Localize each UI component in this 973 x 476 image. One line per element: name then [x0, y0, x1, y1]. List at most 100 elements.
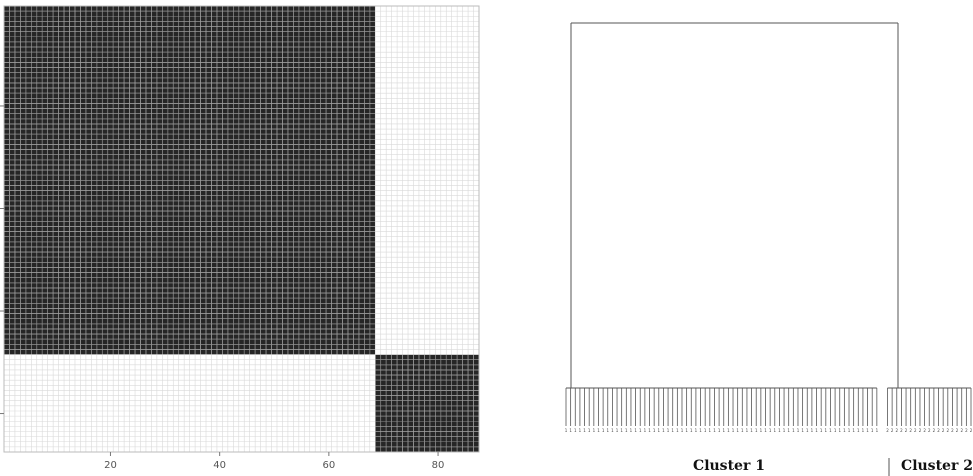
dendrogram-leaf-label: 1	[583, 428, 586, 433]
dendrogram-leaf-label: 1	[811, 428, 814, 433]
dendrogram-leaf-label: 1	[593, 428, 596, 433]
dendrogram-leaf-label: 1	[871, 428, 874, 433]
dendrogram-leaf-label: 1	[843, 428, 846, 433]
dendrogram-leaf-label: 1	[778, 428, 781, 433]
dendrogram-leaf-label: 1	[653, 428, 656, 433]
dendrogram-leaf-label: 1	[806, 428, 809, 433]
dendrogram-leaf-label: 1	[704, 428, 707, 433]
dendrogram-leaf-label: 2	[891, 428, 894, 433]
dendrogram-leaf-label: 1	[574, 428, 577, 433]
heatmap-grid	[4, 6, 479, 452]
dendrogram-leaf-label: 1	[769, 428, 772, 433]
dendrogram-leaf-label: 1	[741, 428, 744, 433]
dendrogram-leaf-label: 1	[820, 428, 823, 433]
dendrogram-leaf-label: 1	[588, 428, 591, 433]
dendrogram-leaf-label: 1	[648, 428, 651, 433]
dendrogram-leaf-label: 1	[639, 428, 642, 433]
dendrogram-leaf-label: 1	[634, 428, 637, 433]
dendrogram-leaf-label: 2	[900, 428, 903, 433]
dendrogram-leaf-label: 1	[699, 428, 702, 433]
dendrogram-leaf-label: 2	[905, 428, 908, 433]
dendrogram-leaf-label: 1	[797, 428, 800, 433]
dendrogram-leaf-label: 2	[960, 428, 963, 433]
dendrogram-leaf-label: 1	[685, 428, 688, 433]
dendrogram-leaf-label: 1	[616, 428, 619, 433]
dendrogram-leaf-label: 2	[895, 428, 898, 433]
dendrogram-leaf-label: 1	[709, 428, 712, 433]
dendrogram-leaf-label: 2	[937, 428, 940, 433]
dendrogram-leaf-label: 2	[886, 428, 889, 433]
dendrogram-leaf-label: 1	[620, 428, 623, 433]
dendrogram-leaf-label: 1	[746, 428, 749, 433]
x-tick-label: 80	[432, 460, 445, 471]
dendrogram-leaf-label: 2	[965, 428, 968, 433]
dendrogram-leaf-label: 1	[876, 428, 879, 433]
dendrogram-leaf-label: 1	[774, 428, 777, 433]
dendrogram-leaf-label: 1	[852, 428, 855, 433]
dendrogram-leaf-label: 1	[579, 428, 582, 433]
dendrogram-leaf-label: 1	[838, 428, 841, 433]
dendrogram-leaf-label: 2	[909, 428, 912, 433]
dendrogram-leaf-label: 1	[625, 428, 628, 433]
dendrogram-leaf-label: 1	[630, 428, 633, 433]
dendrogram-leaf-label: 2	[947, 428, 950, 433]
dendrogram-leaf-label: 1	[764, 428, 767, 433]
dendrogram-leaf-label: 1	[671, 428, 674, 433]
dendrogram-leaf-label: 1	[569, 428, 572, 433]
dendrogram-leaf-label: 1	[825, 428, 828, 433]
dendrogram-leaf-label: 1	[783, 428, 786, 433]
dendrogram-leaf-label: 1	[606, 428, 609, 433]
dendrogram-leaf-label: 2	[970, 428, 973, 433]
dendrogram-leaf-label: 1	[690, 428, 693, 433]
cluster-1-label: Cluster 1	[693, 458, 765, 474]
dendrogram-leaf-label: 1	[713, 428, 716, 433]
dendrogram-leaf-label: 1	[667, 428, 670, 433]
dendrogram-leaf-label: 1	[866, 428, 869, 433]
dendrogram-leaf-label: 1	[681, 428, 684, 433]
dendrogram-leaf-label: 1	[787, 428, 790, 433]
dendrogram-leaf-label: 1	[695, 428, 698, 433]
dendrogram-leaf-label: 1	[792, 428, 795, 433]
dendrogram-leaf-label: 2	[933, 428, 936, 433]
dendrogram-leaf-label: 1	[815, 428, 818, 433]
dendrogram-leaf-label: 1	[857, 428, 860, 433]
dendrogram-leaf-label: 1	[727, 428, 730, 433]
dendrogram-leaf-label: 1	[755, 428, 758, 433]
dendrogram-leaf-label: 1	[602, 428, 605, 433]
dendrogram-leaf-label: 1	[829, 428, 832, 433]
dendrogram-leaf-label: 1	[736, 428, 739, 433]
dendrogram-leaf-label: 1	[676, 428, 679, 433]
dendrogram-leaf-label: 2	[928, 428, 931, 433]
dendrogram-leaf-label: 2	[914, 428, 917, 433]
dendrogram-lines	[565, 22, 972, 426]
dendrogram-leaf-label: 1	[658, 428, 661, 433]
x-tick-label: 40	[213, 460, 226, 471]
dendrogram-leaf-label: 1	[662, 428, 665, 433]
heatmap-block-2	[375, 354, 479, 452]
x-tick-label: 20	[104, 460, 117, 471]
dendrogram-leaf-label: 2	[956, 428, 959, 433]
dendrogram-leaf-label: 1	[848, 428, 851, 433]
heatmap-x-axis: 20 40 60 80	[104, 452, 444, 471]
cluster-2-label: Cluster 2	[901, 458, 973, 474]
dendrogram-leaf-label: 2	[942, 428, 945, 433]
dendrogram-leaf-label: 1	[760, 428, 763, 433]
dendrogram-leaf-label: 1	[597, 428, 600, 433]
dendrogram-leaf-label: 1	[834, 428, 837, 433]
dendrogram-leaf-label: 1	[862, 428, 865, 433]
dendrogram-leaf-label: 2	[951, 428, 954, 433]
dendrogram-leaf-label: 1	[722, 428, 725, 433]
dendrogram-leaf-label: 1	[718, 428, 721, 433]
dendrogram-leaf-label: 1	[732, 428, 735, 433]
dendrogram-leaf-label: 1	[750, 428, 753, 433]
heatmap-border	[3, 5, 480, 453]
dendrogram-leaf-label: 1	[565, 428, 568, 433]
dendrogram-leaf-label: 1	[611, 428, 614, 433]
dendrogram-leaf-label: 1	[801, 428, 804, 433]
dendrogram-leaf-label: 2	[923, 428, 926, 433]
